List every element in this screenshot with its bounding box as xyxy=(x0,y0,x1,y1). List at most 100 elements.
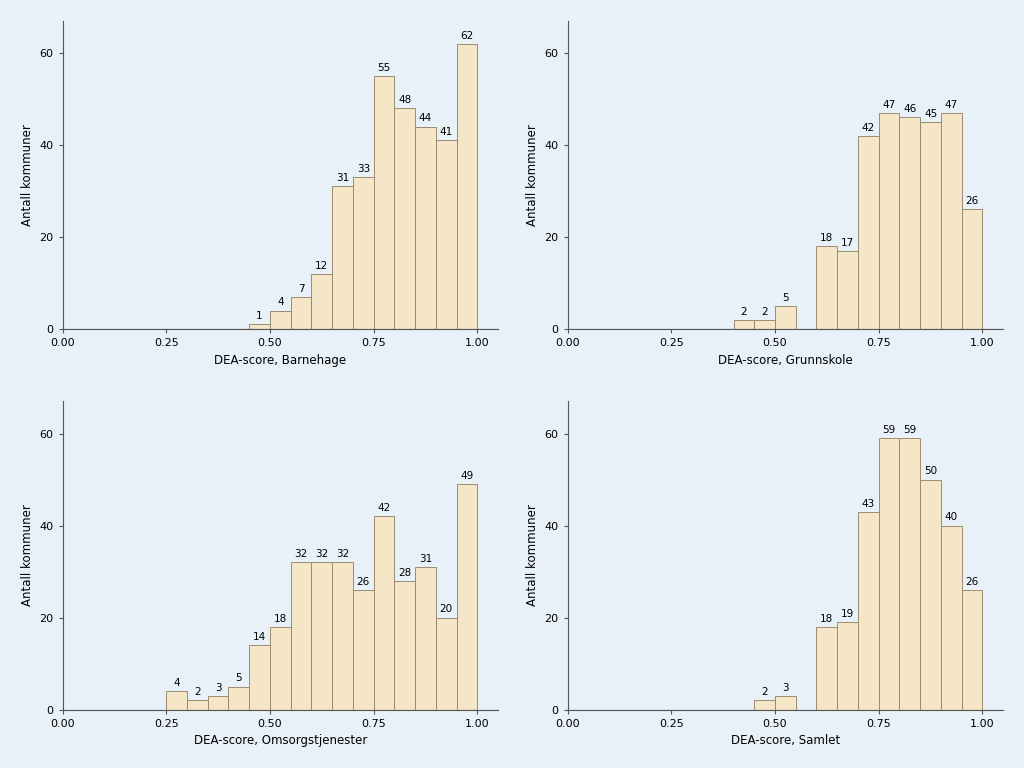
Y-axis label: Antall kommuner: Antall kommuner xyxy=(20,505,34,607)
Bar xyxy=(415,127,436,329)
Text: 41: 41 xyxy=(439,127,453,137)
Bar xyxy=(775,696,796,710)
Text: 50: 50 xyxy=(924,466,937,476)
Bar xyxy=(270,310,291,329)
Text: 45: 45 xyxy=(924,109,937,119)
Bar xyxy=(816,627,838,710)
Text: 12: 12 xyxy=(315,260,329,270)
Bar xyxy=(733,319,755,329)
Text: 42: 42 xyxy=(378,503,391,513)
Bar xyxy=(838,251,858,329)
Text: 26: 26 xyxy=(966,197,979,207)
Text: 43: 43 xyxy=(862,498,874,508)
Text: 47: 47 xyxy=(945,100,957,110)
Text: 26: 26 xyxy=(356,577,370,587)
Bar xyxy=(941,113,962,329)
Bar xyxy=(879,439,899,710)
Bar xyxy=(332,562,353,710)
X-axis label: DEA-score, Grunnskole: DEA-score, Grunnskole xyxy=(718,353,853,366)
Text: 14: 14 xyxy=(253,632,266,642)
Text: 20: 20 xyxy=(439,604,453,614)
Bar xyxy=(436,141,457,329)
Bar xyxy=(332,187,353,329)
Bar xyxy=(921,122,941,329)
Bar xyxy=(879,113,899,329)
Text: 59: 59 xyxy=(883,425,896,435)
Text: 7: 7 xyxy=(298,283,304,293)
Text: 17: 17 xyxy=(841,237,854,247)
Bar xyxy=(436,617,457,710)
Text: 32: 32 xyxy=(336,549,349,559)
Text: 2: 2 xyxy=(740,306,748,316)
Text: 18: 18 xyxy=(820,614,834,624)
Text: 59: 59 xyxy=(903,425,916,435)
Text: 49: 49 xyxy=(461,471,474,481)
Bar xyxy=(899,118,921,329)
Y-axis label: Antall kommuner: Antall kommuner xyxy=(526,124,539,226)
Y-axis label: Antall kommuner: Antall kommuner xyxy=(20,124,34,226)
Text: 19: 19 xyxy=(841,609,854,619)
Bar xyxy=(374,516,394,710)
Bar xyxy=(270,627,291,710)
Bar xyxy=(838,622,858,710)
Text: 18: 18 xyxy=(820,233,834,243)
Text: 62: 62 xyxy=(461,31,474,41)
Bar xyxy=(415,567,436,710)
Text: 33: 33 xyxy=(356,164,370,174)
Bar xyxy=(755,700,775,710)
Bar xyxy=(228,687,249,710)
Text: 4: 4 xyxy=(173,678,180,688)
X-axis label: DEA-score, Omsorgstjenester: DEA-score, Omsorgstjenester xyxy=(194,734,367,747)
Bar xyxy=(187,700,208,710)
Y-axis label: Antall kommuner: Antall kommuner xyxy=(526,505,539,607)
Bar xyxy=(249,645,270,710)
Text: 1: 1 xyxy=(256,311,263,321)
Text: 47: 47 xyxy=(883,100,896,110)
Text: 32: 32 xyxy=(315,549,329,559)
Text: 2: 2 xyxy=(761,687,768,697)
X-axis label: DEA-score, Samlet: DEA-score, Samlet xyxy=(731,734,840,747)
Bar xyxy=(374,76,394,329)
Text: 2: 2 xyxy=(195,687,201,697)
Bar xyxy=(941,525,962,710)
Bar xyxy=(353,177,374,329)
Bar xyxy=(353,590,374,710)
Bar xyxy=(166,691,187,710)
Bar xyxy=(816,247,838,329)
Bar xyxy=(962,210,982,329)
Text: 48: 48 xyxy=(398,95,412,105)
Bar xyxy=(457,484,477,710)
Bar xyxy=(457,44,477,329)
Text: 18: 18 xyxy=(273,614,287,624)
Text: 3: 3 xyxy=(782,683,788,693)
Text: 2: 2 xyxy=(761,306,768,316)
Text: 28: 28 xyxy=(398,568,412,578)
Text: 55: 55 xyxy=(378,63,391,73)
Bar xyxy=(208,696,228,710)
Text: 5: 5 xyxy=(782,293,788,303)
Bar xyxy=(291,297,311,329)
Bar xyxy=(858,136,879,329)
Bar xyxy=(962,590,982,710)
Bar xyxy=(858,511,879,710)
Bar xyxy=(291,562,311,710)
Bar xyxy=(394,108,415,329)
Text: 32: 32 xyxy=(295,549,307,559)
Text: 44: 44 xyxy=(419,114,432,124)
Bar xyxy=(249,324,270,329)
Text: 4: 4 xyxy=(278,297,284,307)
Text: 42: 42 xyxy=(862,123,874,133)
Text: 5: 5 xyxy=(236,674,242,684)
X-axis label: DEA-score, Barnehage: DEA-score, Barnehage xyxy=(214,353,346,366)
Text: 31: 31 xyxy=(419,554,432,564)
Bar xyxy=(311,274,332,329)
Text: 31: 31 xyxy=(336,174,349,184)
Text: 40: 40 xyxy=(945,512,957,522)
Text: 26: 26 xyxy=(966,577,979,587)
Text: 3: 3 xyxy=(215,683,221,693)
Bar xyxy=(311,562,332,710)
Bar xyxy=(899,439,921,710)
Bar xyxy=(394,581,415,710)
Text: 46: 46 xyxy=(903,104,916,114)
Bar xyxy=(755,319,775,329)
